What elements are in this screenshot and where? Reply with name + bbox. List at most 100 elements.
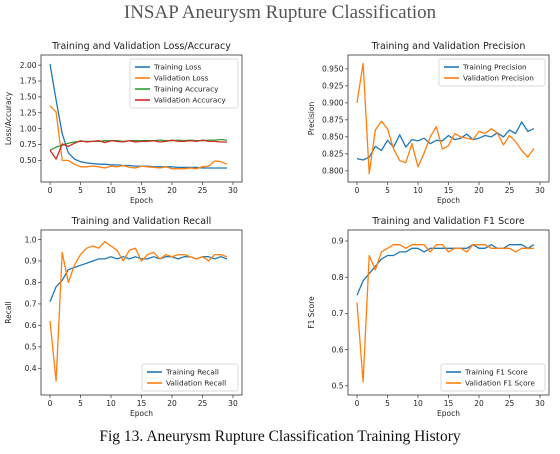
- y-axis-label: Loss/Accuracy: [4, 91, 13, 145]
- x-tick-label: 5: [78, 399, 83, 408]
- x-axis-label: Epoch: [130, 196, 153, 205]
- y-tick-label: 2.00: [20, 61, 37, 70]
- x-axis-label: Epoch: [437, 196, 460, 205]
- legend: Training Loss Validation Loss Training Acc…: [129, 58, 239, 109]
- legend-label: Training Loss: [153, 63, 201, 72]
- y-tick-label: 0.825: [322, 150, 344, 159]
- y-tick-label: 0.5: [332, 381, 344, 390]
- y-tick-label: 0.950: [322, 65, 344, 74]
- series-line-2: [356, 244, 534, 383]
- x-tick-label: 20: [167, 186, 177, 195]
- y-tick-label: 0.5: [25, 343, 37, 352]
- x-tick-label: 0: [48, 186, 53, 195]
- chart-title: Training and Validation Precision: [371, 41, 526, 52]
- y-tick-label: 0.800: [322, 167, 344, 176]
- y-tick-label: 0.925: [322, 82, 344, 91]
- x-tick-label: 25: [505, 399, 515, 408]
- legend: Training Precision Validation Precision: [438, 58, 546, 87]
- legend-box: [141, 363, 239, 392]
- x-tick-label: 20: [474, 186, 484, 195]
- y-tick-label: 0.75: [20, 140, 37, 149]
- y-axis-label: Recall: [4, 301, 13, 323]
- x-tick-label: 10: [106, 399, 116, 408]
- y-tick-label: 1.0: [25, 235, 37, 244]
- legend-label: Validation F1 Score: [465, 379, 535, 388]
- y-tick-label: 0.50: [20, 156, 37, 165]
- y-tick-label: 1.50: [20, 93, 37, 102]
- x-tick-label: 25: [198, 186, 208, 195]
- x-tick-label: 15: [137, 399, 147, 408]
- legend-label: Training Accuracy: [153, 85, 219, 94]
- series-line-1: [356, 121, 535, 161]
- y-tick-label: 0.7: [332, 309, 344, 318]
- y-axis-label: F1 Score: [307, 296, 316, 329]
- x-tick-label: 5: [385, 186, 390, 195]
- y-axis-label: Precision: [307, 102, 316, 136]
- page-title: INSAP Aneurysm Rupture Classification: [123, 2, 437, 23]
- series-line-2: [49, 241, 228, 382]
- legend-label: Training F1 Score: [464, 368, 528, 377]
- y-tick-label: 1.75: [20, 77, 37, 86]
- series-line-1: [49, 63, 227, 169]
- y-tick-label: 1.25: [20, 108, 37, 117]
- chart-4: Training and Validation F1 Score 0 5 10 15 20…: [307, 216, 550, 418]
- series-line-1: [356, 244, 535, 296]
- y-tick-label: 0.9: [25, 257, 37, 266]
- y-tick-label: 0.9: [332, 237, 344, 246]
- y-tick-label: 0.900: [322, 99, 344, 108]
- series-line-2: [356, 62, 535, 175]
- legend-box: [438, 58, 546, 87]
- y-tick-label: 0.8: [25, 278, 37, 287]
- y-tick-label: 0.875: [322, 116, 344, 125]
- legend-label: Validation Loss: [154, 74, 209, 83]
- chart-title: Training and Validation Recall: [71, 216, 212, 227]
- legend-label: Validation Precision: [463, 74, 534, 83]
- chart-3: Training and Validation Recall 0 5 10 15 20 25…: [4, 216, 243, 418]
- x-tick-label: 15: [444, 186, 454, 195]
- x-tick-label: 10: [106, 186, 116, 195]
- series-line-1: [49, 256, 228, 303]
- y-tick-label: 0.8: [332, 273, 344, 282]
- x-tick-label: 15: [137, 186, 147, 195]
- x-tick-label: 20: [474, 399, 484, 408]
- x-tick-label: 5: [78, 186, 83, 195]
- chart-title: Training and Validation F1 Score: [371, 216, 525, 227]
- x-tick-label: 25: [198, 399, 208, 408]
- x-tick-label: 20: [167, 399, 177, 408]
- x-axis-label: Epoch: [437, 409, 460, 418]
- y-tick-label: 0.7: [25, 300, 37, 309]
- x-tick-label: 30: [228, 186, 238, 195]
- x-tick-label: 0: [48, 399, 53, 408]
- y-tick-label: 0.4: [25, 364, 37, 373]
- legend-label: Validation Recall: [166, 379, 226, 388]
- x-tick-label: 5: [385, 399, 390, 408]
- legend: Training Recall Validation Recall: [141, 363, 239, 392]
- legend-label: Validation Accuracy: [154, 96, 226, 105]
- legend: Training F1 Score Validation F1 Score: [440, 363, 546, 392]
- legend-box: [440, 363, 546, 392]
- x-tick-label: 10: [413, 186, 423, 195]
- y-tick-label: 0.6: [25, 321, 37, 330]
- x-tick-label: 15: [444, 399, 454, 408]
- x-tick-label: 0: [355, 186, 360, 195]
- x-axis-label: Epoch: [130, 409, 153, 418]
- x-tick-label: 30: [535, 186, 545, 195]
- y-tick-label: 0.850: [322, 133, 344, 142]
- legend-box: [129, 58, 239, 109]
- y-tick-label: 0.6: [332, 345, 344, 354]
- series-line-4: [49, 139, 227, 160]
- chart-2: Training and Validation Precision 0 5 10 15 2…: [307, 41, 550, 205]
- chart-title: Training and Validation Loss/Accuracy: [51, 41, 231, 52]
- x-tick-label: 0: [355, 399, 360, 408]
- figure-caption: Fig 13. Aneurysm Rupture Classification …: [99, 428, 461, 445]
- legend-label: Training Precision: [462, 63, 527, 72]
- x-tick-label: 25: [505, 186, 515, 195]
- legend-label: Training Recall: [165, 368, 219, 377]
- x-tick-label: 30: [228, 399, 238, 408]
- series-line-2: [49, 105, 228, 170]
- y-tick-label: 1.00: [20, 124, 37, 133]
- x-tick-label: 10: [413, 399, 423, 408]
- chart-1: Training and Validation Loss/Accuracy 0 5 1…: [4, 41, 243, 205]
- x-tick-label: 30: [535, 399, 545, 408]
